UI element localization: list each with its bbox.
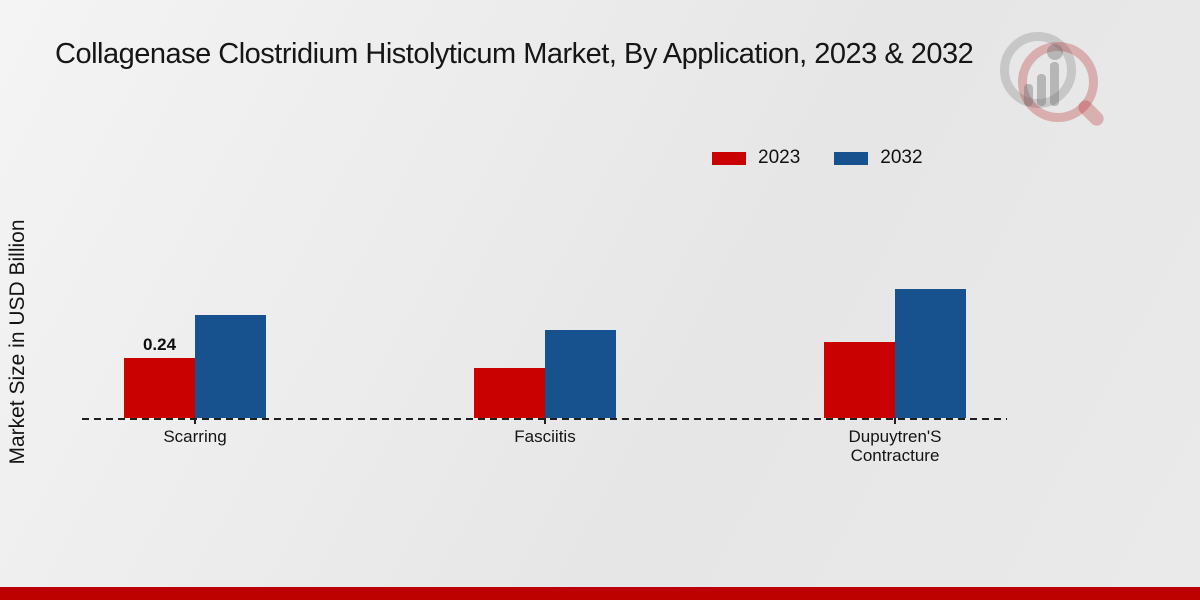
- y-axis-label: Market Size in USD Billion: [6, 219, 29, 465]
- logo-bar-icon: [1050, 62, 1059, 106]
- magnifier-lens-icon: [1018, 42, 1098, 122]
- bar-group-dupuytren-s-contracture: [824, 250, 966, 418]
- legend: 2023 2032: [712, 147, 923, 169]
- bar-group-fasciitis: [474, 250, 616, 418]
- logo-bar-icon: [1037, 74, 1046, 106]
- plot-area: 0.24: [82, 250, 1007, 420]
- category-label-fasciitis: Fasciitis: [514, 427, 576, 446]
- legend-item-2032: 2032: [834, 147, 923, 169]
- bar-2032-scarring: [195, 315, 266, 418]
- x-axis-tick: [894, 418, 896, 424]
- legend-swatch-2032: [834, 151, 869, 165]
- footer-accent-bar: [0, 587, 1200, 600]
- category-label-dupuytren-s-contracture: Dupuytren'S Contracture: [848, 427, 942, 466]
- logo-bar-icon: [1024, 84, 1033, 106]
- x-axis-tick: [544, 418, 546, 424]
- bar-2032-fasciitis: [545, 330, 616, 418]
- logo-dot-icon: [1047, 44, 1063, 60]
- legend-item-2023: 2023: [712, 147, 800, 169]
- brand-watermark-logo: [998, 18, 1107, 129]
- bar-2032-dupuytren-s-contracture: [895, 289, 966, 418]
- bar-2023-scarring: [124, 358, 195, 418]
- legend-label-2032: 2032: [880, 147, 923, 168]
- legend-label-2023: 2023: [758, 147, 801, 168]
- bar-2023-fasciitis: [474, 368, 545, 418]
- chart-title: Collagenase Clostridium Histolyticum Mar…: [55, 38, 974, 70]
- magnifier-handle-icon: [1075, 97, 1107, 129]
- category-label-scarring: Scarring: [163, 427, 227, 446]
- x-axis-tick: [194, 418, 196, 424]
- bar-value-label: 0.24: [142, 335, 177, 354]
- bar-2023-dupuytren-s-contracture: [824, 342, 895, 418]
- bar-group-scarring: 0.24: [124, 250, 266, 418]
- legend-swatch-2023: [712, 151, 746, 165]
